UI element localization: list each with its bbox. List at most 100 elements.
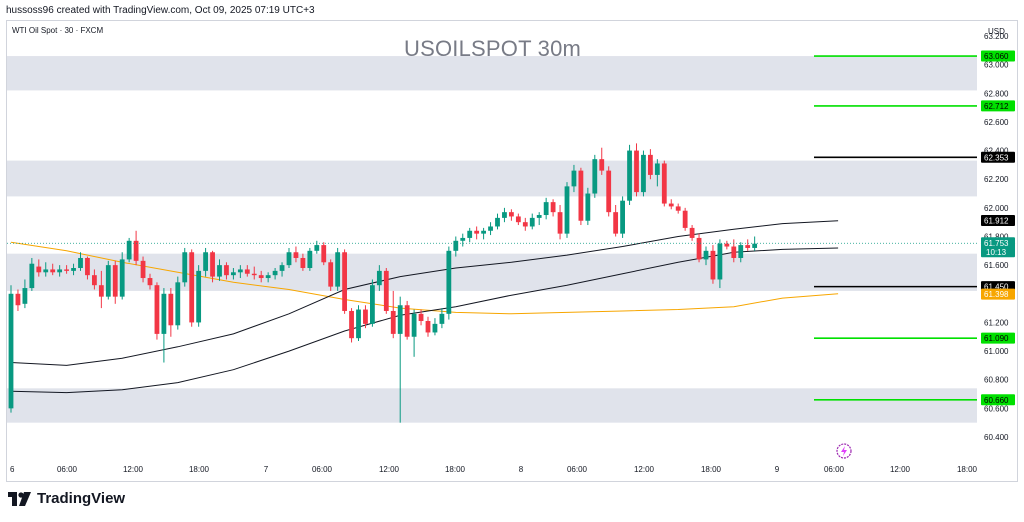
candle (328, 259, 334, 291)
candle-body (488, 226, 493, 231)
candle-body (251, 273, 257, 276)
candle (272, 268, 278, 280)
time-tick-label: 8 (519, 465, 524, 474)
candle (717, 239, 723, 289)
candle (64, 265, 69, 274)
price-tick-label: 62.400 (984, 147, 1009, 156)
candle-body (571, 170, 577, 187)
candle-body (404, 305, 410, 337)
candle (613, 204, 619, 237)
candle (432, 318, 438, 336)
candle (689, 225, 695, 241)
candle-body (515, 216, 521, 223)
time-tick-label: 12:00 (634, 465, 655, 474)
price-tick-label: 60.400 (984, 433, 1009, 442)
price-tick-label: 63.000 (984, 61, 1009, 70)
ma-fast-line (10, 220, 839, 366)
candle-body (752, 243, 758, 248)
candle (231, 268, 236, 280)
candle (224, 262, 229, 280)
time-tick-label: 12:00 (890, 465, 911, 474)
sr-zone (7, 253, 977, 291)
candle (474, 226, 480, 240)
price-tick-label: 61.200 (984, 318, 1009, 327)
candle (251, 266, 257, 280)
candle-body (189, 252, 195, 323)
last-price-countdown: 10:13 (986, 248, 1007, 257)
candle (453, 236, 459, 257)
candle (654, 159, 660, 187)
candle-body (293, 252, 299, 258)
candle-body (363, 309, 368, 324)
candle-body (606, 170, 612, 213)
candle-body (383, 270, 389, 311)
candle-body (376, 270, 382, 286)
sr-zone (7, 160, 977, 197)
candle (404, 300, 410, 340)
price-badge-label: 63.060 (984, 52, 1009, 61)
candle-body (481, 230, 486, 234)
candle-body (564, 186, 570, 234)
candle-body (237, 269, 243, 273)
candle-body (22, 288, 28, 304)
price-badge-box (981, 50, 1015, 62)
price-badge-box (981, 100, 1015, 112)
candle-body (585, 193, 591, 221)
last-price-badge-box (981, 237, 1015, 258)
candle-body (161, 293, 167, 334)
candle (147, 273, 153, 290)
candle (168, 288, 174, 337)
candle-body (432, 323, 438, 333)
candle (696, 233, 702, 263)
candle-body (265, 275, 271, 279)
candle-body (731, 246, 737, 258)
candle-body (36, 266, 42, 273)
candle-body (314, 245, 320, 251)
candle (383, 268, 389, 314)
candle (599, 147, 605, 175)
candle (265, 272, 271, 283)
price-tick-label: 63.200 (984, 32, 1009, 41)
candle (522, 217, 528, 231)
time-tick-label: 18:00 (445, 465, 466, 474)
level-price-badge: 60.660 (981, 394, 1015, 406)
candle (78, 252, 83, 271)
price-badge-box (981, 288, 1015, 300)
candle-body (370, 285, 375, 324)
candle (15, 289, 21, 311)
ma-orange-line (10, 241, 839, 315)
candle (390, 290, 396, 339)
candle-body (543, 202, 549, 216)
time-tick-label: 18:00 (701, 465, 722, 474)
candle-body (682, 210, 688, 228)
lightning-icon[interactable] (836, 443, 852, 459)
candle (335, 247, 341, 291)
candle (592, 154, 598, 198)
candle-body (411, 313, 417, 337)
price-badge-label: 61.398 (984, 290, 1009, 299)
candle (446, 246, 452, 320)
price-tick-label: 60.800 (984, 376, 1009, 385)
candle (85, 256, 90, 280)
price-chart[interactable]: 63.200 63.000 62.800 62.600 62.400 62.200 62.0… (7, 21, 1017, 481)
candle-body (696, 237, 702, 260)
candle (675, 203, 681, 214)
candle-body (509, 212, 514, 217)
candle (488, 222, 493, 236)
tradingview-logo[interactable]: TradingView (8, 490, 125, 507)
candle-body (272, 270, 278, 276)
price-tick-label: 62.800 (984, 89, 1009, 98)
candle-body (196, 270, 202, 323)
candle-body (592, 159, 598, 194)
candle-body (668, 203, 674, 207)
time-tick-label: 6 (10, 465, 15, 474)
candle (648, 149, 653, 180)
candle-body (140, 260, 146, 279)
candle (22, 279, 28, 309)
candle (300, 253, 306, 271)
candle (460, 233, 466, 247)
candle-body (654, 163, 660, 175)
candle (536, 212, 542, 226)
chart-title: USOILSPOT 30m (404, 36, 582, 61)
candle (627, 144, 632, 205)
